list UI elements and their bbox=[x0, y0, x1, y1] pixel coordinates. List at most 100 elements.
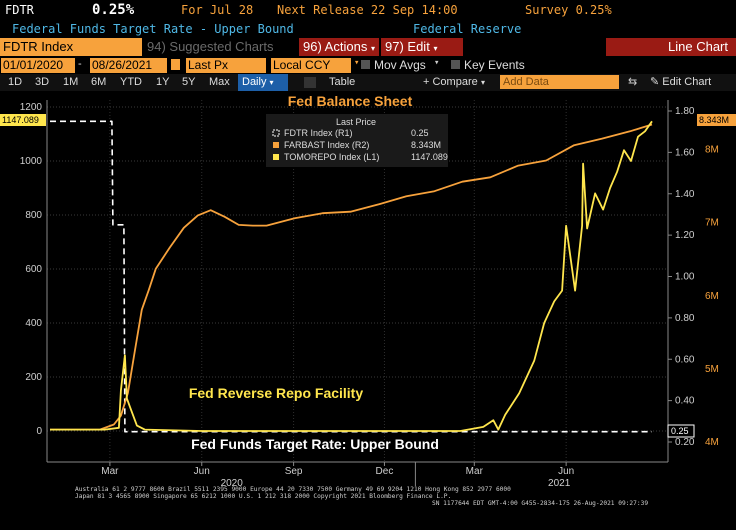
legend-label-fdtr: FDTR Index (R1) bbox=[284, 128, 353, 138]
tab-max[interactable]: Max bbox=[209, 76, 230, 88]
tab-ytd[interactable]: YTD bbox=[120, 76, 142, 88]
right1-axis-tick-label: 0.60 bbox=[675, 354, 695, 365]
ticker-symbol: FDTR bbox=[5, 3, 34, 17]
legend: Last Price FDTR Index (R1) 0.25 FARBAST … bbox=[266, 114, 448, 167]
x-axis-tick-label: Dec bbox=[376, 466, 394, 477]
x-axis-tick-label: Jun bbox=[558, 466, 574, 477]
right2-axis-tick-label: 8M bbox=[705, 145, 719, 156]
left-axis-tick-label: 0 bbox=[36, 426, 42, 437]
survey-value: Survey 0.25% bbox=[525, 3, 612, 17]
actions-label: 96) Actions bbox=[303, 39, 368, 54]
edit-chart-button[interactable]: ✎ Edit Chart bbox=[650, 74, 711, 91]
x-axis-tick-label: Jun bbox=[194, 466, 210, 477]
right2-axis-tick-label: 7M bbox=[705, 218, 719, 229]
end-date-input[interactable]: 08/26/2021 bbox=[90, 58, 167, 73]
tabs-row: 1D 3D 1M 6M YTD 1Y 5Y Max Daily ▾ Table … bbox=[0, 74, 736, 91]
security-field[interactable]: FDTR Index bbox=[0, 38, 142, 56]
right1-axis-tick-label: 0.20 bbox=[675, 437, 695, 448]
actions-button[interactable]: 96) Actions ▾ bbox=[299, 38, 379, 56]
left-axis-tick-label: 800 bbox=[25, 210, 42, 221]
footer-line3: SN 1177644 EDT GMT-4:00 G455-2834-175 26… bbox=[432, 500, 649, 507]
field-select[interactable]: Last Px bbox=[186, 58, 266, 73]
edit-chart-label: Edit Chart bbox=[662, 76, 712, 88]
for-date: For Jul 28 bbox=[181, 3, 254, 17]
calendar-icon[interactable] bbox=[171, 59, 180, 70]
tab-table[interactable]: Table bbox=[329, 76, 356, 88]
right1-axis-tick-label: 1.80 bbox=[675, 106, 695, 117]
edit-label: 97) Edit bbox=[385, 39, 430, 54]
add-data-input[interactable]: Add Data bbox=[500, 75, 619, 89]
ticker-value: 0.25% bbox=[92, 2, 135, 18]
mov-avgs-checkbox[interactable] bbox=[361, 60, 370, 69]
currency-select[interactable]: Local CCY bbox=[271, 58, 351, 73]
tab-daily[interactable]: Daily ▾ bbox=[238, 74, 288, 91]
tab-daily-label: Daily bbox=[242, 76, 267, 88]
series-layer bbox=[50, 120, 653, 433]
legend-swatch-fdtr bbox=[272, 129, 280, 137]
key-events-checkbox[interactable] bbox=[451, 60, 460, 69]
right1-axis-tick-label: 1.00 bbox=[675, 272, 695, 283]
chart-axes: 0 200 400 600 800 1000 1200 0.20 0.40 0.60 0.80 1.0… bbox=[20, 100, 719, 486]
x-axis-year-label: 2020 bbox=[221, 478, 244, 486]
right2-axis-tick-label: 5M bbox=[705, 364, 719, 375]
line-chart: 0 200 400 600 800 1000 1200 0.20 0.40 0.60 0.80 1.0… bbox=[0, 93, 736, 486]
left-axis-tick-label: 1200 bbox=[20, 102, 43, 113]
left-axis-tick-label: 400 bbox=[25, 318, 42, 329]
bar-chart-icon[interactable] bbox=[304, 77, 316, 88]
controls-row: 01/01/2020 - 08/26/2021 Last Px Local CC… bbox=[0, 57, 736, 74]
legend-swatch-tomorepo bbox=[273, 154, 279, 160]
arrows-icon[interactable]: ⇆ bbox=[628, 76, 638, 88]
x-axis-tick-label: Mar bbox=[466, 466, 484, 477]
legend-value-fdtr: 0.25 bbox=[411, 128, 429, 138]
edit-button[interactable]: 97) Edit ▾ bbox=[381, 38, 463, 56]
chevron-down-icon[interactable]: ▾ bbox=[354, 58, 360, 68]
chevron-down-icon[interactable]: ▾ bbox=[481, 78, 486, 87]
chart-title: Fed Balance Sheet bbox=[288, 93, 413, 109]
legend-value-farbast: 8.343M bbox=[411, 140, 441, 150]
right1-axis-tick-label: 0.80 bbox=[675, 313, 695, 324]
last-value-tag-r2-text: 8.343M bbox=[699, 115, 729, 125]
legend-header: Last Price bbox=[336, 117, 376, 127]
chevron-down-icon: ▾ bbox=[433, 44, 438, 53]
tab-6m[interactable]: 6M bbox=[91, 76, 107, 88]
legend-label-farbast: FARBAST Index (R2) bbox=[284, 140, 369, 150]
legend-value-tomorepo: 1147.089 bbox=[411, 152, 448, 162]
footer-line2: Japan 81 3 4565 8900 Singapore 65 6212 1… bbox=[75, 493, 452, 500]
chart-type-label[interactable]: Line Chart bbox=[606, 38, 736, 56]
tab-5y[interactable]: 5Y bbox=[182, 76, 196, 88]
tab-3d[interactable]: 3D bbox=[35, 76, 50, 88]
key-events-label: Key Events bbox=[464, 58, 525, 72]
annotation-reverse-repo: Fed Reverse Repo Facility bbox=[189, 385, 364, 401]
chevron-down-icon: ▾ bbox=[269, 78, 274, 87]
right2-axis-tick-label: 6M bbox=[705, 291, 719, 302]
security-description: Federal Funds Target Rate - Upper Bound bbox=[12, 22, 294, 36]
right1-axis-tick-label: 1.40 bbox=[675, 189, 695, 200]
date-separator-icon: - bbox=[78, 58, 82, 70]
left-axis-tick-label: 200 bbox=[25, 372, 42, 383]
right2-axis-tick-label: 4M bbox=[705, 437, 719, 448]
start-date-input[interactable]: 01/01/2020 bbox=[1, 58, 75, 73]
suggested-charts-button[interactable]: 94) Suggested Charts bbox=[147, 39, 274, 54]
compare-button[interactable]: + Compare bbox=[423, 76, 478, 88]
last-value-tag-left-text: 1147.089 bbox=[2, 115, 39, 125]
annotation-fed-funds: Fed Funds Target Rate: Upper Bound bbox=[191, 436, 439, 452]
legend-swatch-farbast bbox=[273, 142, 279, 148]
left-axis-tick-label: 600 bbox=[25, 264, 42, 275]
series-line-farbast-index bbox=[50, 123, 653, 431]
data-source: Federal Reserve bbox=[413, 22, 522, 36]
last-value-tag-left bbox=[0, 114, 46, 126]
right1-axis-tick-label: 1.20 bbox=[675, 230, 695, 241]
next-release: Next Release 22 Sep 14:00 bbox=[277, 3, 458, 17]
tab-1y[interactable]: 1Y bbox=[156, 76, 170, 88]
last-value-tag-r1 bbox=[667, 424, 695, 438]
mov-avgs-label: Mov Avgs bbox=[374, 58, 426, 72]
tab-1d[interactable]: 1D bbox=[8, 76, 23, 88]
x-axis-tick-label: Mar bbox=[101, 466, 119, 477]
pencil-icon: ✎ bbox=[650, 76, 660, 88]
tab-1m[interactable]: 1M bbox=[63, 76, 79, 88]
last-value-tag-r2 bbox=[697, 114, 736, 126]
chevron-down-icon[interactable]: ▾ bbox=[434, 58, 440, 68]
right1-axis-tick-label: 0.40 bbox=[675, 396, 695, 407]
left-axis-tick-label: 1000 bbox=[20, 156, 43, 167]
footer-line1: Australia 61 2 9777 8600 Brazil 5511 239… bbox=[75, 486, 511, 493]
